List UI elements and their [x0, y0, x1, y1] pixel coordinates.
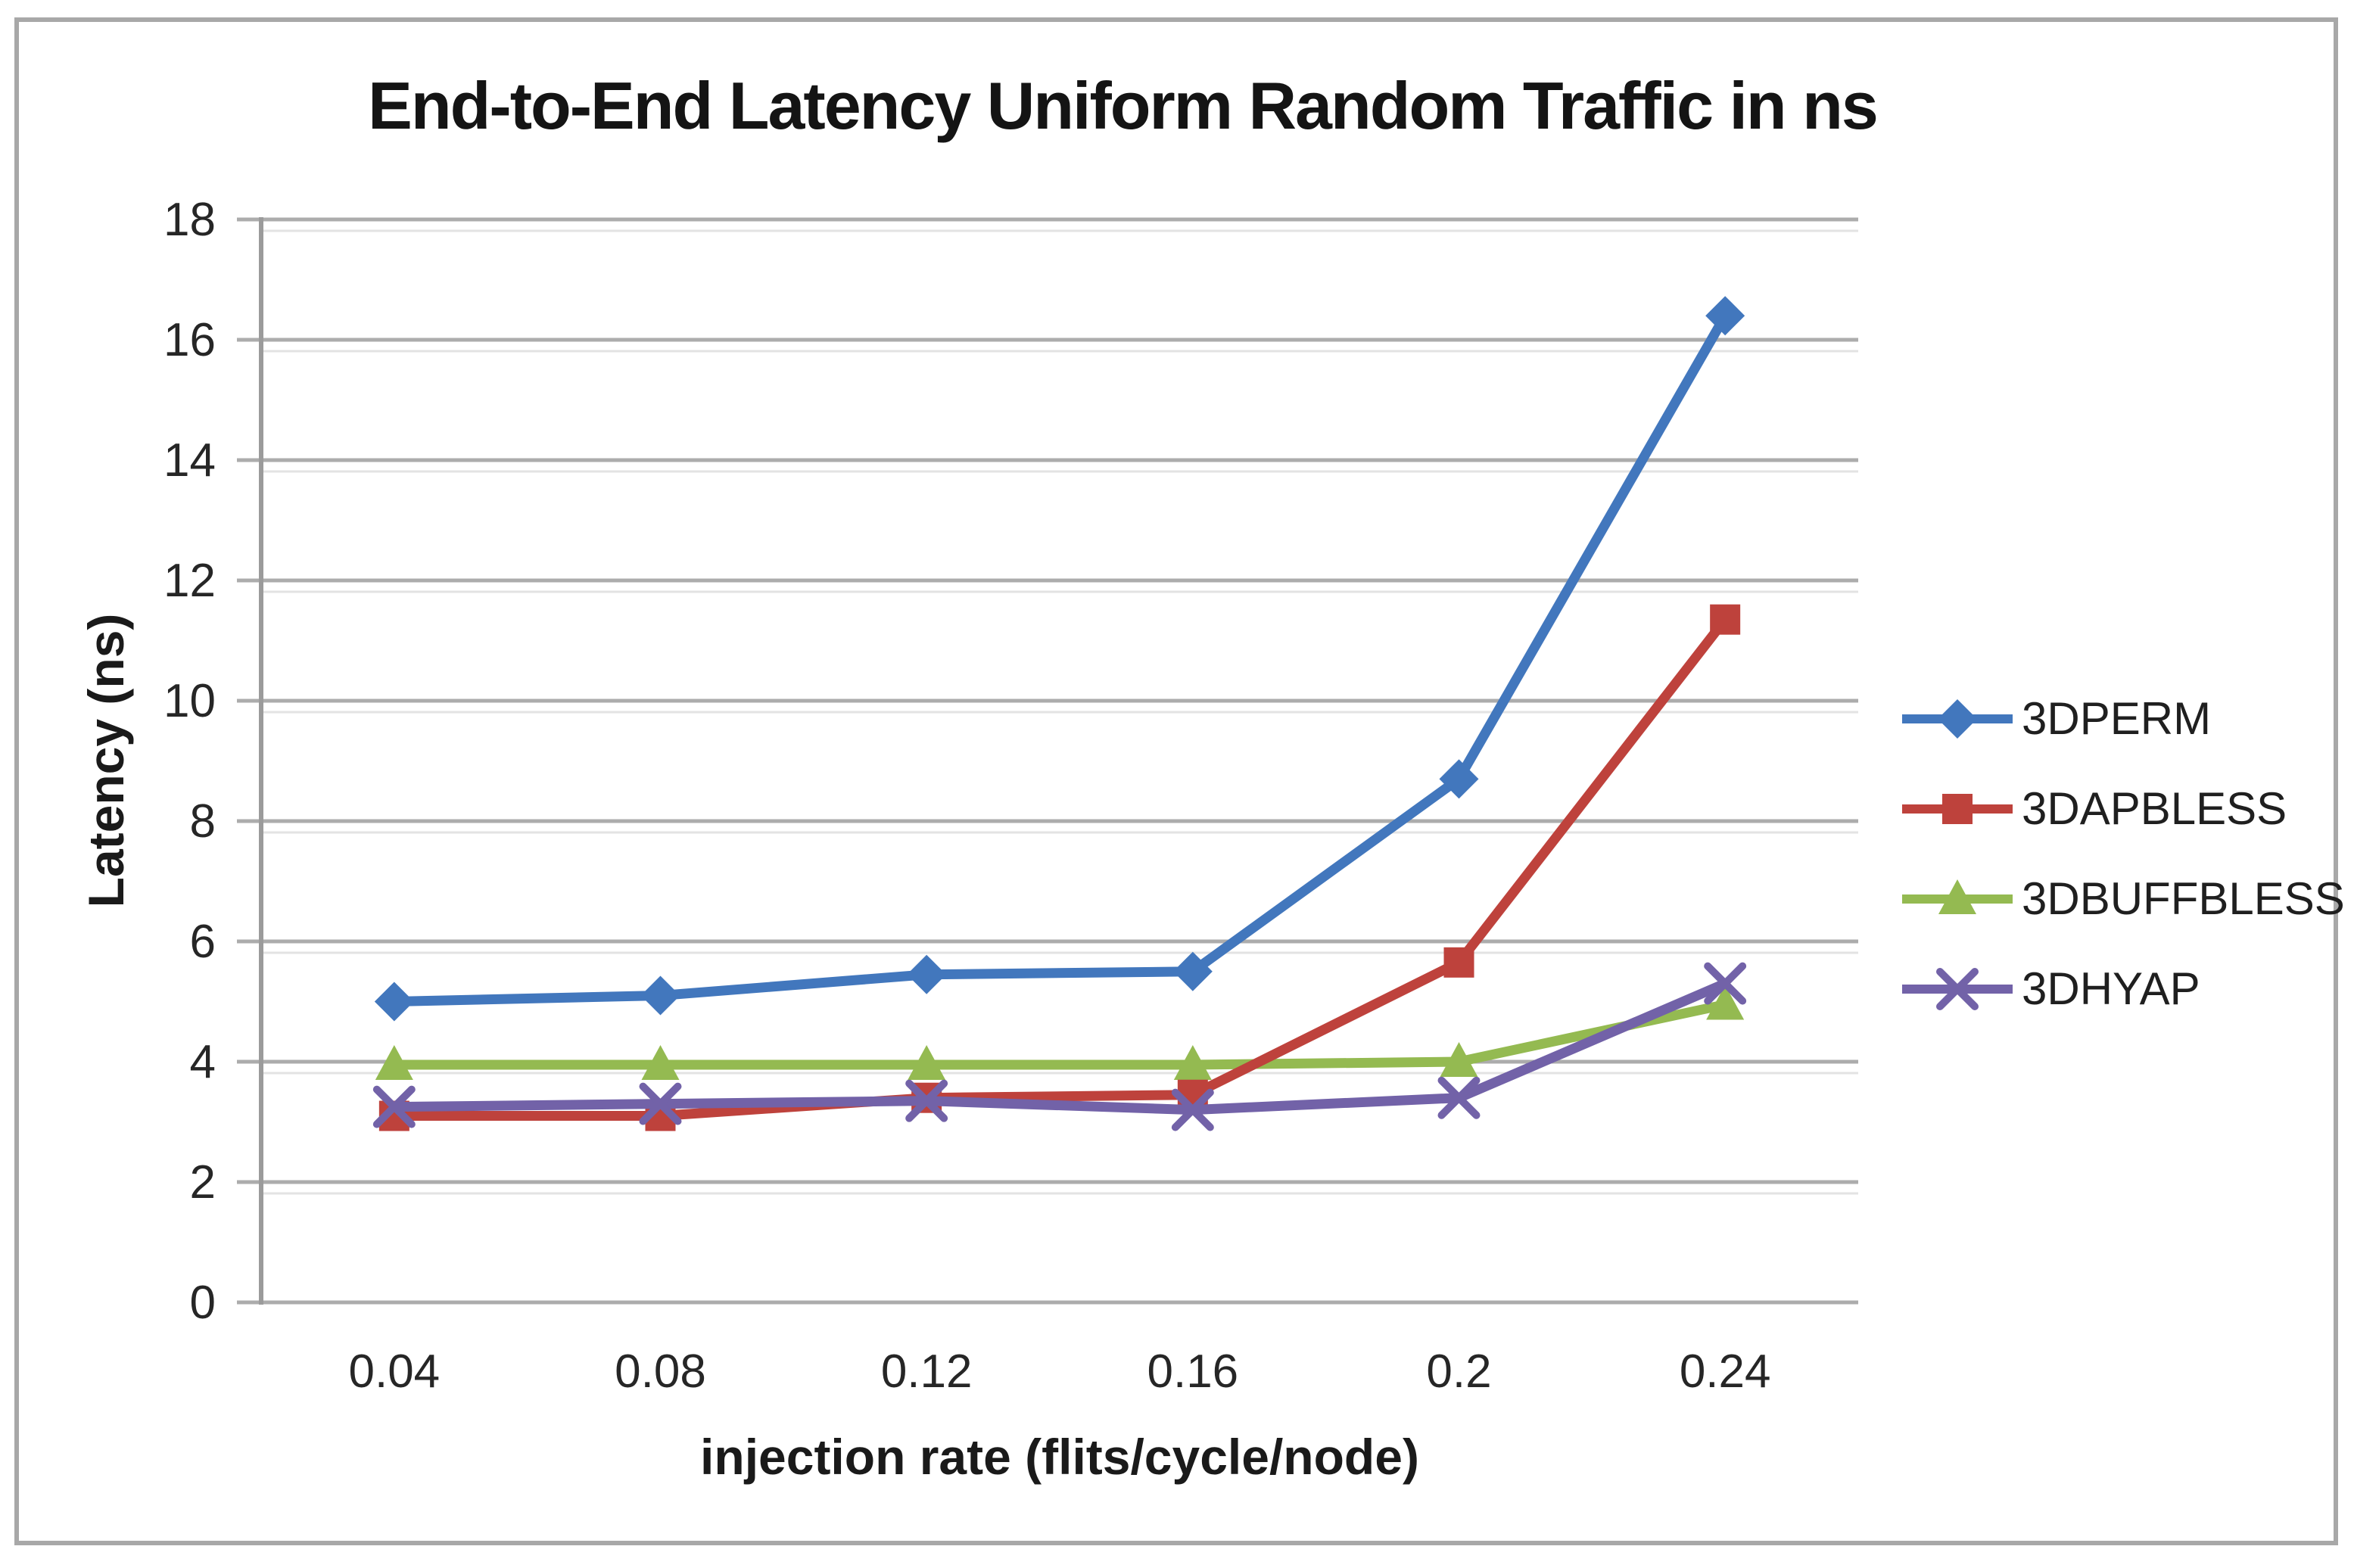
y-tick-label: 4 [190, 1036, 216, 1088]
marker-x [905, 1079, 948, 1122]
chart-title: End-to-End Latency Uniform Random Traffi… [368, 68, 1879, 143]
marker-x [1171, 1088, 1214, 1131]
y-tick-label: 10 [163, 675, 216, 727]
series-line-3DPERM [389, 310, 1730, 1006]
x-tick-label: 0.2 [1426, 1346, 1491, 1398]
legend-marker-icon [1902, 793, 2013, 824]
x-tick-label: 0.16 [1147, 1346, 1238, 1398]
y-tick-label: 16 [163, 314, 216, 366]
marker-x [1437, 1076, 1481, 1119]
marker-square [1710, 604, 1741, 635]
x-tick-label: 0.04 [348, 1346, 440, 1398]
series-line-3DHYAP [389, 978, 1730, 1115]
y-tick-label: 6 [190, 916, 216, 968]
marker-x [1704, 962, 1747, 1005]
marker-triangle [908, 1044, 946, 1080]
x-tick-label: 0.24 [1680, 1346, 1771, 1398]
legend: 3DPERM 3DAPBLESS 3DBUFFBLESS 3DHYAP [1901, 674, 2345, 1034]
marker-x [639, 1082, 682, 1125]
y-tick-label: 14 [163, 434, 216, 487]
legend-label: 3DAPBLESS [2022, 783, 2287, 834]
marker-x [372, 1085, 416, 1128]
legend-label: 3DBUFFBLESS [2022, 873, 2345, 924]
x-tick-label: 0.12 [881, 1346, 973, 1398]
series-line-3DAPBLESS [389, 614, 1730, 1122]
legend-label: 3DHYAP [2022, 963, 2200, 1014]
y-tick-label: 0 [190, 1277, 216, 1329]
x-tick-label: 0.08 [615, 1346, 706, 1398]
marker-triangle [1706, 985, 1745, 1020]
y-tick-label: 12 [163, 555, 216, 607]
legend-label: 3DPERM [2022, 693, 2212, 744]
marker-diamond [374, 982, 414, 1022]
marker-triangle [375, 1044, 413, 1080]
marker-diamond [907, 954, 947, 994]
legend-item-3DAPBLESS: 3DAPBLESS [1901, 764, 2345, 854]
marker-diamond [1705, 296, 1745, 336]
legend-marker-icon [1902, 967, 2013, 1010]
y-axis-title: Latency (ns) [78, 613, 134, 908]
y-tick-label: 2 [190, 1156, 216, 1209]
marker-square [1443, 947, 1474, 978]
legend-item-3DPERM: 3DPERM [1901, 674, 2345, 764]
legend-item-3DHYAP: 3DHYAP [1901, 944, 2345, 1034]
x-axis-title: injection rate (flits/cycle/node) [700, 1429, 1419, 1485]
legend-marker-icon [1902, 698, 2013, 739]
marker-square [1942, 793, 1973, 824]
marker-diamond [1172, 951, 1213, 991]
marker-triangle [1938, 879, 1976, 914]
marker-diamond [1439, 759, 1479, 799]
y-tick-label: 18 [163, 194, 216, 246]
marker-x [1936, 967, 1979, 1010]
marker-triangle [1173, 1044, 1212, 1080]
marker-triangle [641, 1044, 680, 1080]
y-tick-label: 8 [190, 795, 216, 848]
series-line-3DBUFFBLESS [389, 999, 1730, 1070]
legend-item-3DBUFFBLESS: 3DBUFFBLESS [1901, 854, 2345, 944]
legend-marker-icon [1902, 879, 2013, 914]
marker-triangle [1440, 1042, 1478, 1077]
marker-diamond [640, 975, 680, 1016]
marker-diamond [1938, 698, 1977, 739]
